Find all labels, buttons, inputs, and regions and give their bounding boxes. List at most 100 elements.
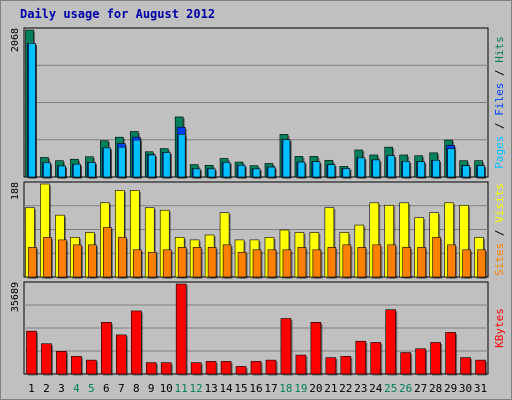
x-tick-label: 16: [249, 382, 262, 395]
legend-sites: Sites: [493, 243, 506, 276]
sites-bar: [222, 244, 232, 278]
pages-bar: [357, 157, 366, 178]
kbytes-bar: [475, 359, 486, 375]
kbytes-bar: [400, 352, 411, 375]
sites-bar: [58, 239, 67, 278]
pages-bar: [282, 139, 291, 178]
sites-bar: [372, 244, 382, 278]
kbytes-bar: [250, 361, 262, 375]
x-tick-label: 13: [204, 382, 217, 395]
legend-visits: Visits: [493, 183, 506, 223]
sites-bar: [462, 249, 471, 278]
x-tick-label: 11: [175, 382, 188, 395]
sites-bar: [73, 244, 82, 278]
sites-panel-ymax-label: 188: [10, 182, 21, 200]
pages-bar: [192, 168, 201, 178]
sites-legend: Sites / Visits: [493, 183, 506, 276]
sites-bar: [402, 247, 411, 278]
kbytes-panel: 35689: [10, 281, 489, 376]
hits-panel-ymax-label: 2068: [10, 28, 21, 52]
x-tick-label: 8: [133, 382, 140, 395]
pages-bar: [222, 162, 231, 178]
x-tick-label: 24: [369, 382, 383, 395]
pages-bar: [88, 162, 96, 178]
kbytes-bar: [355, 340, 367, 375]
x-tick-label: 22: [339, 382, 352, 395]
x-tick-label: 20: [309, 382, 322, 395]
sites-bar: [207, 247, 217, 278]
kbytes-bar: [41, 343, 52, 375]
pages-bar: [237, 164, 246, 178]
sites-bar: [162, 249, 172, 278]
kbytes-bar: [235, 366, 247, 375]
sites-bar: [88, 244, 97, 278]
pages-bar: [267, 166, 276, 178]
kbytes-bar: [445, 332, 456, 375]
kbytes-bar: [310, 322, 322, 375]
x-tick-label: 15: [234, 382, 247, 395]
kbytes-legend: KBytes: [493, 308, 506, 348]
x-tick-label: 25: [384, 382, 397, 395]
pages-bar: [417, 161, 425, 178]
x-tick-label: 12: [190, 382, 203, 395]
kbytes-bar: [145, 362, 157, 375]
x-tick-label: 23: [354, 382, 367, 395]
sites-bar: [357, 247, 367, 278]
x-tick-label: 3: [58, 382, 65, 395]
sites-bar: [252, 249, 262, 278]
pages-bar: [147, 154, 156, 178]
sites-panel: 188: [10, 181, 489, 279]
kbytes-bar: [190, 362, 202, 375]
kbytes-bar: [265, 359, 277, 375]
pages-bar: [387, 155, 396, 178]
pages-bar: [432, 159, 440, 178]
pages-bar: [162, 152, 171, 178]
hits-panel: 2068: [10, 27, 489, 179]
x-tick-label: 18: [279, 382, 292, 395]
x-tick-label: 2: [43, 382, 50, 395]
kbytes-bar: [460, 357, 471, 375]
x-tick-label: 1: [28, 382, 35, 395]
pages-bar: [252, 168, 261, 178]
kbytes-bar: [220, 361, 232, 375]
pages-bar: [177, 134, 186, 178]
x-tick-label: 7: [118, 382, 125, 395]
x-tick-label: 9: [148, 382, 155, 395]
kbytes-bar: [26, 330, 37, 375]
sites-bar: [282, 249, 292, 278]
pages-bar: [28, 43, 36, 178]
x-tick-label: 26: [399, 382, 412, 395]
pages-bar: [342, 168, 351, 178]
pages-bar: [43, 162, 51, 178]
x-tick-label: 17: [264, 382, 277, 395]
kbytes-bar: [160, 362, 172, 375]
pages-bar: [372, 159, 381, 178]
pages-bar: [118, 146, 126, 178]
sites-bar: [327, 247, 337, 278]
sites-bar: [387, 244, 397, 278]
sites-bar: [267, 249, 277, 278]
hits-legend: Pages / Files / Hits: [493, 36, 506, 169]
pages-bar: [462, 165, 470, 178]
kbytes-bar: [325, 357, 337, 375]
pages-bar: [58, 165, 66, 178]
sites-bar: [417, 247, 426, 278]
x-tick-label: 19: [294, 382, 307, 395]
kbytes-bar: [415, 348, 426, 375]
legend-separator: /: [493, 116, 506, 136]
kbytes-bar: [116, 334, 127, 375]
sites-bar: [297, 247, 307, 278]
pages-bar: [297, 161, 306, 178]
kbytes-bar: [340, 356, 352, 375]
pages-bar: [207, 168, 216, 178]
pages-bar: [132, 139, 141, 178]
pages-bar: [312, 161, 321, 178]
x-tick-label: 30: [459, 382, 472, 395]
kbytes-bar: [175, 283, 187, 375]
sites-bar: [477, 249, 486, 278]
x-tick-label: 31: [474, 382, 487, 395]
sites-bar: [132, 249, 142, 278]
x-tick-label: 14: [219, 382, 233, 395]
x-tick-label: 29: [444, 382, 457, 395]
